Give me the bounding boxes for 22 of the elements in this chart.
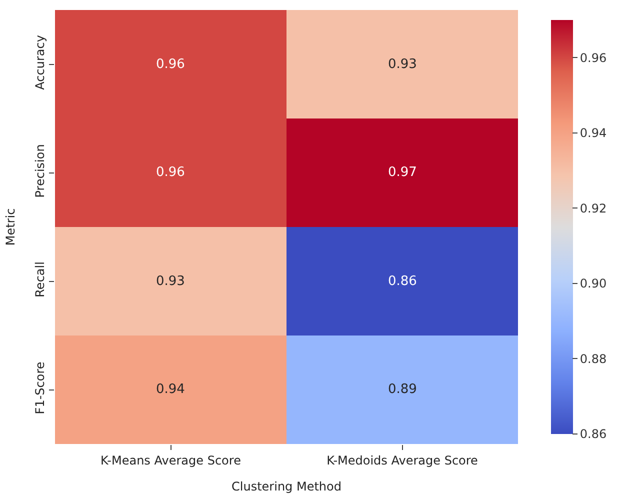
data-label: 0.94 [156, 382, 185, 397]
color-bar-label: 0.86 [580, 427, 607, 442]
color-bar-label: 0.96 [580, 50, 607, 65]
color-bar-label: 0.94 [580, 126, 607, 140]
data-label: 0.89 [388, 382, 417, 397]
y-tick-label: Precision [33, 144, 48, 198]
color-bar-label: 0.88 [580, 352, 607, 366]
y-tick-label: Recall [33, 262, 48, 298]
data-label: 0.96 [156, 165, 185, 180]
color-bar-label: 0.92 [580, 201, 607, 216]
data-label: 0.97 [388, 165, 417, 180]
y-axis-title: Metric [4, 208, 18, 246]
x-axis-title: Clustering Method [232, 479, 342, 494]
y-tick-label: Accuracy [33, 35, 48, 90]
color-bar-label: 0.90 [580, 276, 607, 291]
x-tick-label: K-Means Average Score [100, 453, 241, 468]
data-label: 0.93 [388, 57, 417, 72]
data-label: 0.86 [388, 274, 417, 289]
y-tick-label: F1-Score [33, 362, 48, 414]
x-tick-label: K-Medoids Average Score [326, 453, 478, 468]
data-label: 0.96 [156, 57, 185, 72]
data-label: 0.93 [156, 274, 185, 289]
